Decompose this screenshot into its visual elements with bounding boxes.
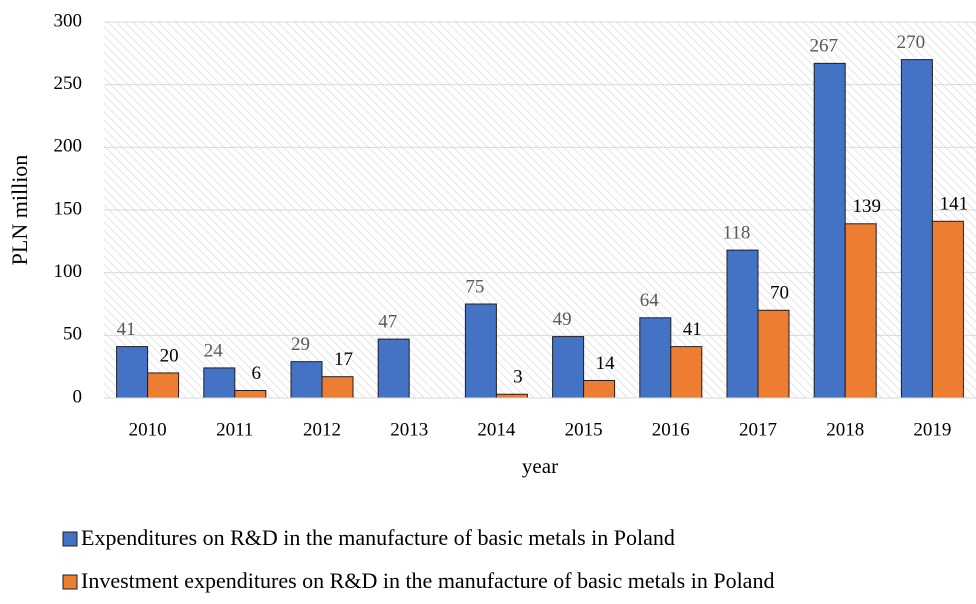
y-tick-label: 200 bbox=[54, 136, 83, 157]
legend-label: Investment expenditures on R&D in the ma… bbox=[81, 568, 774, 593]
data-label: 29 bbox=[291, 334, 310, 355]
data-label: 14 bbox=[596, 353, 616, 374]
data-label: 270 bbox=[897, 32, 926, 53]
x-tick-label: 2013 bbox=[390, 419, 428, 440]
data-label: 17 bbox=[334, 349, 353, 370]
data-label: 20 bbox=[160, 345, 179, 366]
x-tick-label: 2018 bbox=[826, 419, 864, 440]
data-label: 6 bbox=[252, 363, 262, 384]
x-tick-label: 2012 bbox=[303, 419, 341, 440]
bar bbox=[931, 220, 964, 399]
data-label: 139 bbox=[852, 196, 881, 217]
legend-swatch bbox=[62, 531, 78, 547]
bar bbox=[495, 393, 528, 399]
data-label: 0 bbox=[426, 370, 436, 391]
data-label: 70 bbox=[770, 283, 789, 304]
bar bbox=[116, 346, 149, 399]
bar bbox=[813, 62, 846, 399]
x-tick-label: 2015 bbox=[565, 419, 603, 440]
bar bbox=[321, 376, 354, 399]
bar bbox=[900, 59, 933, 399]
data-label: 141 bbox=[940, 194, 969, 215]
x-tick-label: 2017 bbox=[739, 419, 777, 440]
bar bbox=[639, 317, 672, 399]
y-tick-label: 300 bbox=[54, 10, 83, 31]
y-axis-label: PLN million bbox=[7, 155, 32, 266]
bar bbox=[464, 303, 497, 399]
bar bbox=[290, 361, 323, 399]
bar bbox=[234, 389, 267, 399]
y-tick-label: 0 bbox=[73, 386, 83, 407]
x-tick-label: 2016 bbox=[652, 419, 690, 440]
y-tick-label: 150 bbox=[54, 198, 83, 219]
bar bbox=[377, 338, 410, 399]
y-tick-label: 50 bbox=[63, 324, 82, 345]
data-label: 75 bbox=[465, 276, 484, 297]
bar bbox=[583, 379, 616, 399]
x-tick-label: 2011 bbox=[216, 419, 253, 440]
bar bbox=[726, 249, 759, 399]
data-label: 64 bbox=[640, 290, 660, 311]
x-tick-label: 2019 bbox=[913, 419, 951, 440]
x-tick-label: 2014 bbox=[477, 419, 516, 440]
bar bbox=[552, 336, 585, 399]
data-label: 24 bbox=[204, 340, 224, 361]
data-label: 118 bbox=[723, 222, 751, 243]
x-axis-label: year bbox=[522, 454, 558, 478]
data-label: 41 bbox=[117, 319, 136, 340]
bar bbox=[670, 346, 703, 399]
data-label: 41 bbox=[683, 319, 702, 340]
y-tick-label: 250 bbox=[54, 73, 83, 94]
legend-label: Expenditures on R&D in the manufacture o… bbox=[81, 525, 675, 550]
legend-swatch bbox=[62, 574, 78, 590]
bar bbox=[844, 223, 877, 399]
y-tick-label: 100 bbox=[54, 261, 83, 282]
data-label: 3 bbox=[513, 367, 523, 388]
bar bbox=[757, 309, 790, 399]
data-label: 49 bbox=[553, 309, 572, 330]
data-label: 47 bbox=[378, 311, 397, 332]
bar bbox=[203, 367, 236, 399]
data-label: 267 bbox=[809, 36, 838, 57]
x-tick-label: 2010 bbox=[129, 419, 167, 440]
bar bbox=[147, 372, 180, 399]
